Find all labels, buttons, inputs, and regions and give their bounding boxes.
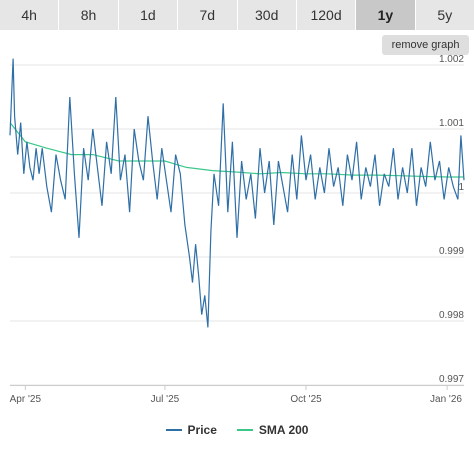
y-tick-label: 0.998 [439, 310, 464, 321]
sma-swatch-icon [236, 429, 253, 431]
x-axis-ticks: Apr '25 Jul '25 Oct '25 Jan '26 [10, 385, 462, 405]
y-tick-label: 1.001 [439, 118, 464, 129]
chart-legend: Price SMA 200 [0, 421, 474, 439]
grid-lines [10, 64, 464, 386]
legend-item-sma[interactable]: SMA 200 [236, 423, 309, 437]
y-tick-label: 0.999 [439, 246, 464, 257]
tab-30d[interactable]: 30d [238, 0, 297, 30]
legend-item-price[interactable]: Price [165, 423, 217, 437]
timeframe-tabs: 4h 8h 1d 7d 30d 120d 1y 5y [0, 0, 474, 30]
y-axis-ticks: 1.002 1.001 1 0.999 0.998 0.997 [439, 54, 464, 385]
y-tick-label: 1.002 [439, 54, 464, 65]
x-tick-label: Jan '26 [430, 394, 462, 405]
x-tick-label: Jul '25 [151, 394, 180, 405]
y-tick-label: 0.997 [439, 374, 464, 385]
remove-graph-button[interactable]: remove graph [382, 35, 469, 55]
y-tick-label: 1 [458, 182, 464, 193]
tab-1y[interactable]: 1y [356, 0, 416, 30]
tab-120d[interactable]: 120d [297, 0, 357, 30]
price-swatch-icon [165, 429, 182, 431]
price-line [9, 58, 465, 328]
tab-7d[interactable]: 7d [178, 0, 238, 30]
tab-5y[interactable]: 5y [437, 7, 453, 23]
x-tick-label: Oct '25 [290, 394, 322, 405]
tab-8h[interactable]: 8h [59, 0, 119, 30]
sma-200-line [9, 122, 464, 178]
legend-label-sma: SMA 200 [258, 423, 309, 437]
legend-label-price: Price [187, 423, 217, 437]
tab-1d[interactable]: 1d [119, 0, 179, 30]
x-tick-label: Apr '25 [10, 394, 42, 405]
tab-4h[interactable]: 4h [0, 0, 60, 30]
